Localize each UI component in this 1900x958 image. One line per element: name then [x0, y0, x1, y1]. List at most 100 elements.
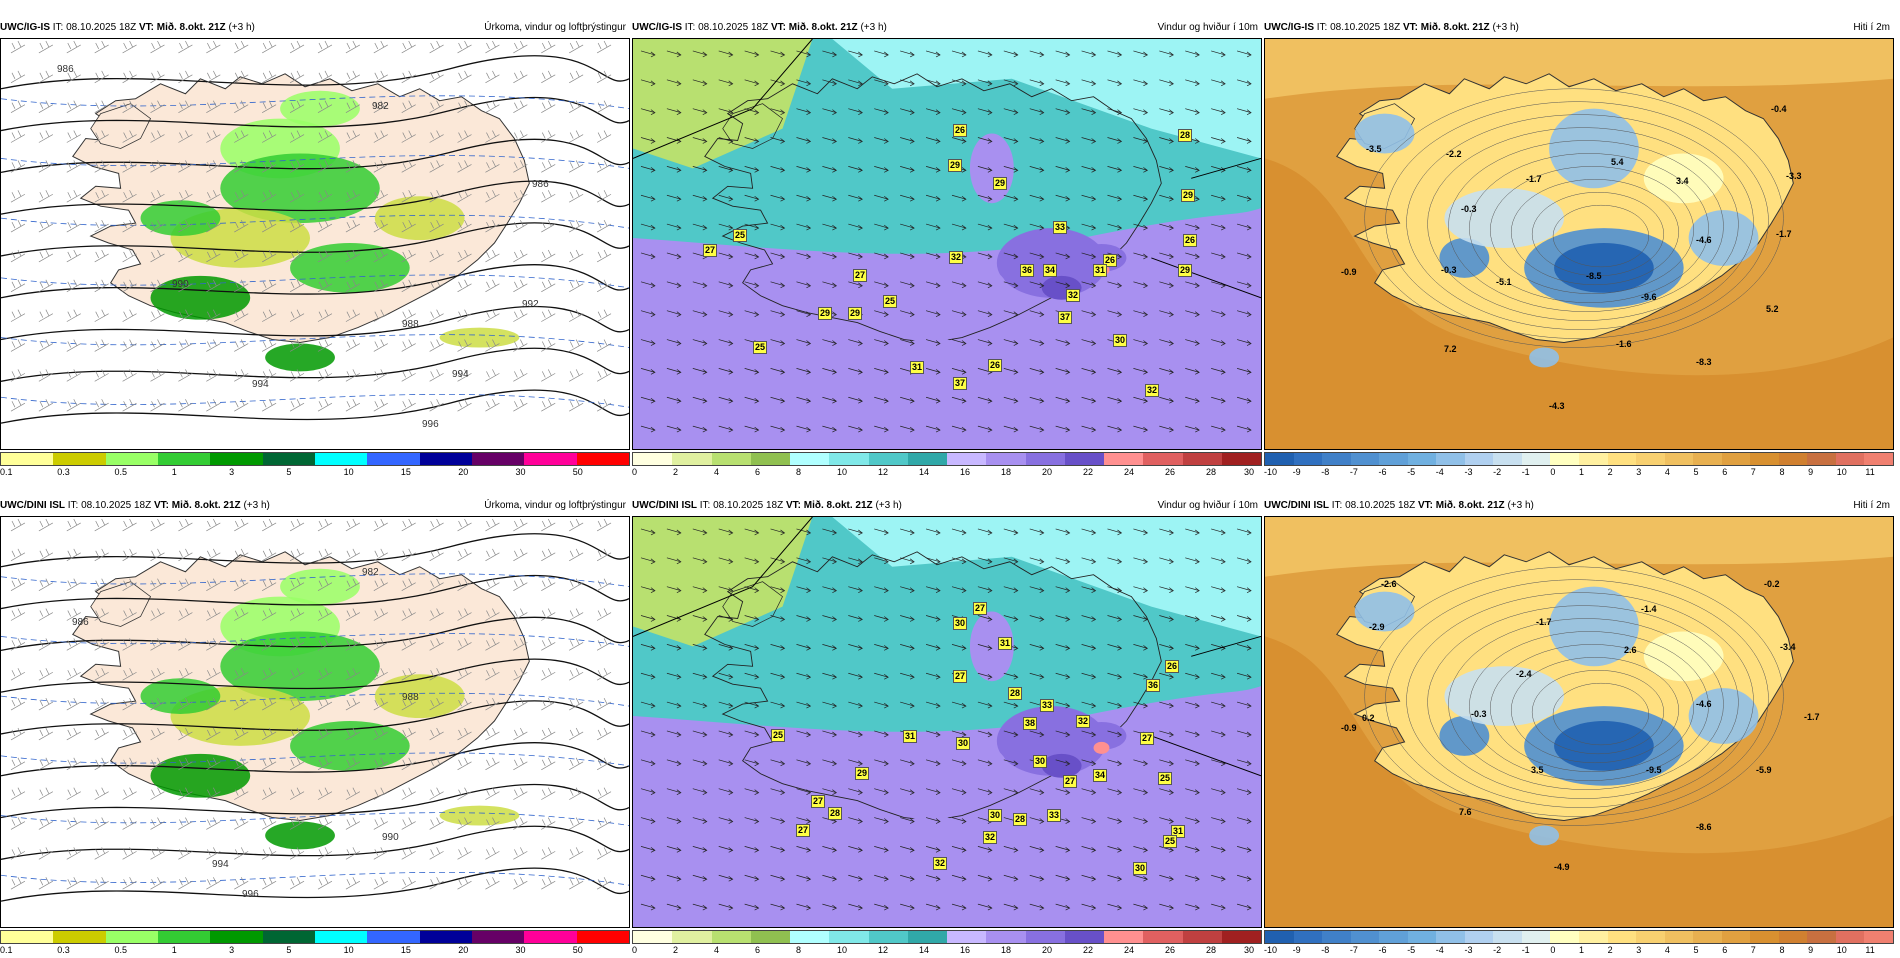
- border-line: [633, 39, 813, 159]
- wind-barb: [569, 130, 584, 143]
- isobar: [1, 700, 629, 735]
- wind-arrow: [925, 903, 941, 911]
- wind-arrow: [874, 644, 889, 651]
- temperature-label: 2.6: [1624, 645, 1637, 655]
- wind-arrow: [1236, 615, 1252, 622]
- temperature-label: 5.2: [1766, 304, 1779, 314]
- wind-arrow: [1107, 396, 1123, 404]
- wind-barb: [513, 369, 528, 382]
- wind-barb: [178, 130, 193, 143]
- wind-barb: [10, 160, 26, 173]
- gust-value-label: 27: [811, 795, 826, 808]
- wind-barb: [122, 190, 137, 203]
- wind-arrow: [1003, 252, 1019, 260]
- scale-tick-label: 3: [1636, 467, 1642, 477]
- wind-barb: [401, 40, 416, 54]
- wind-arrow: [744, 759, 760, 767]
- panel-wind-igis: UWC/IG-IS IT: 08.10.2025 18Z VT: Mið. 8.…: [632, 20, 1262, 480]
- gust-area: [1076, 722, 1127, 750]
- wind-arrow: [744, 252, 760, 260]
- wind-arrow: [925, 557, 941, 565]
- wind-barb: [373, 817, 388, 830]
- scale-tick-label: 5: [1693, 467, 1699, 477]
- wind-barb: [569, 727, 584, 741]
- wind-arrow: [848, 701, 863, 709]
- wind-barb: [317, 190, 333, 203]
- wind-arrow: [640, 759, 656, 767]
- color-step: [1265, 453, 1294, 465]
- wind-barb: [541, 727, 556, 741]
- wind-arrow: [744, 586, 760, 593]
- color-step: [672, 453, 712, 465]
- gust-value-label: 36: [1020, 264, 1035, 277]
- scale-tick-label: -10: [1264, 945, 1278, 955]
- wind-arrow: [900, 252, 915, 260]
- wind-arrow: [1133, 310, 1149, 317]
- color-step: [1064, 453, 1104, 465]
- wind-arrow: [1003, 528, 1019, 536]
- sea-temp-band-nw: [1265, 39, 1893, 99]
- temperature-label: -4.6: [1696, 235, 1712, 245]
- wind-arrow: [1055, 557, 1071, 565]
- wind-arrow: [1236, 281, 1252, 289]
- wind-arrow: [1133, 396, 1149, 404]
- wind-arrow: [1081, 50, 1097, 58]
- scale-tick-label: 8: [796, 467, 802, 477]
- gust-value-label: 29: [848, 307, 863, 320]
- wind-arrow: [1003, 166, 1019, 173]
- wind-barb: [401, 697, 416, 711]
- wind-barb: [206, 548, 221, 562]
- wind-barb: [94, 757, 109, 771]
- wind-arrow: [640, 137, 656, 144]
- precip-area: [220, 153, 380, 224]
- wind-arrow: [1107, 586, 1123, 593]
- wind-barb: [66, 339, 81, 352]
- wind-arrow: [1133, 586, 1149, 593]
- wind-arrow: [692, 615, 708, 622]
- wind-arrow: [1003, 672, 1019, 680]
- wind-arrow: [692, 281, 708, 289]
- color-step: [868, 931, 908, 943]
- wind-barb: [429, 578, 444, 591]
- wind-arrow: [1055, 788, 1071, 795]
- scale-tick-label: 28: [1206, 467, 1217, 477]
- wind-arrow: [770, 557, 786, 565]
- wind-barb: [317, 339, 333, 352]
- wind-arrow: [770, 281, 786, 289]
- wind-barb: [289, 160, 305, 173]
- wind-arrow: [640, 281, 656, 289]
- sea-temp-band-nw: [1265, 517, 1893, 577]
- color-step: [907, 453, 947, 465]
- wind-arrow: [977, 759, 993, 767]
- wind-barb: [94, 130, 109, 143]
- color-step: [750, 931, 790, 943]
- wind-barb: [38, 697, 54, 711]
- panel-header: UWC/IG-IS IT: 08.10.2025 18Z VT: Mið. 8.…: [0, 20, 630, 36]
- color-step: [1, 453, 54, 465]
- wind-arrow: [796, 615, 812, 622]
- wind-arrow: [1159, 281, 1174, 289]
- wind-arrow: [1081, 137, 1097, 144]
- wind-arrow: [666, 108, 682, 115]
- isobar: [1, 55, 629, 90]
- scale-tick-label: -7: [1349, 467, 1358, 477]
- wind-barb: [317, 817, 333, 830]
- wind-barb: [261, 219, 277, 233]
- scale-ticks: -10 -9 -8 -7 -6 -5 -4 -3 -2 -1 0 1 2 3 4 5 6 7 8 9 10 11: [1264, 945, 1894, 957]
- color-step: [750, 453, 790, 465]
- panel-header: UWC/IG-IS IT: 08.10.2025 18Z VT: Mið. 8.…: [632, 20, 1262, 36]
- wind-arrow: [1236, 874, 1252, 882]
- wind-arrow: [1081, 615, 1097, 622]
- wind-arrow: [1159, 339, 1174, 346]
- wind-barb: [345, 847, 361, 860]
- color-step: [1350, 453, 1380, 465]
- wind-arrow: [822, 557, 838, 565]
- wind-barb: [289, 817, 305, 830]
- wind-barb: [206, 70, 221, 84]
- scale-tick-label: 6: [1722, 467, 1728, 477]
- scale-tick-label: 12: [878, 467, 889, 477]
- wind-barb: [317, 160, 333, 173]
- wind-barb: [485, 727, 500, 741]
- wind-arrow: [1029, 425, 1045, 433]
- wind-arrow: [796, 396, 812, 404]
